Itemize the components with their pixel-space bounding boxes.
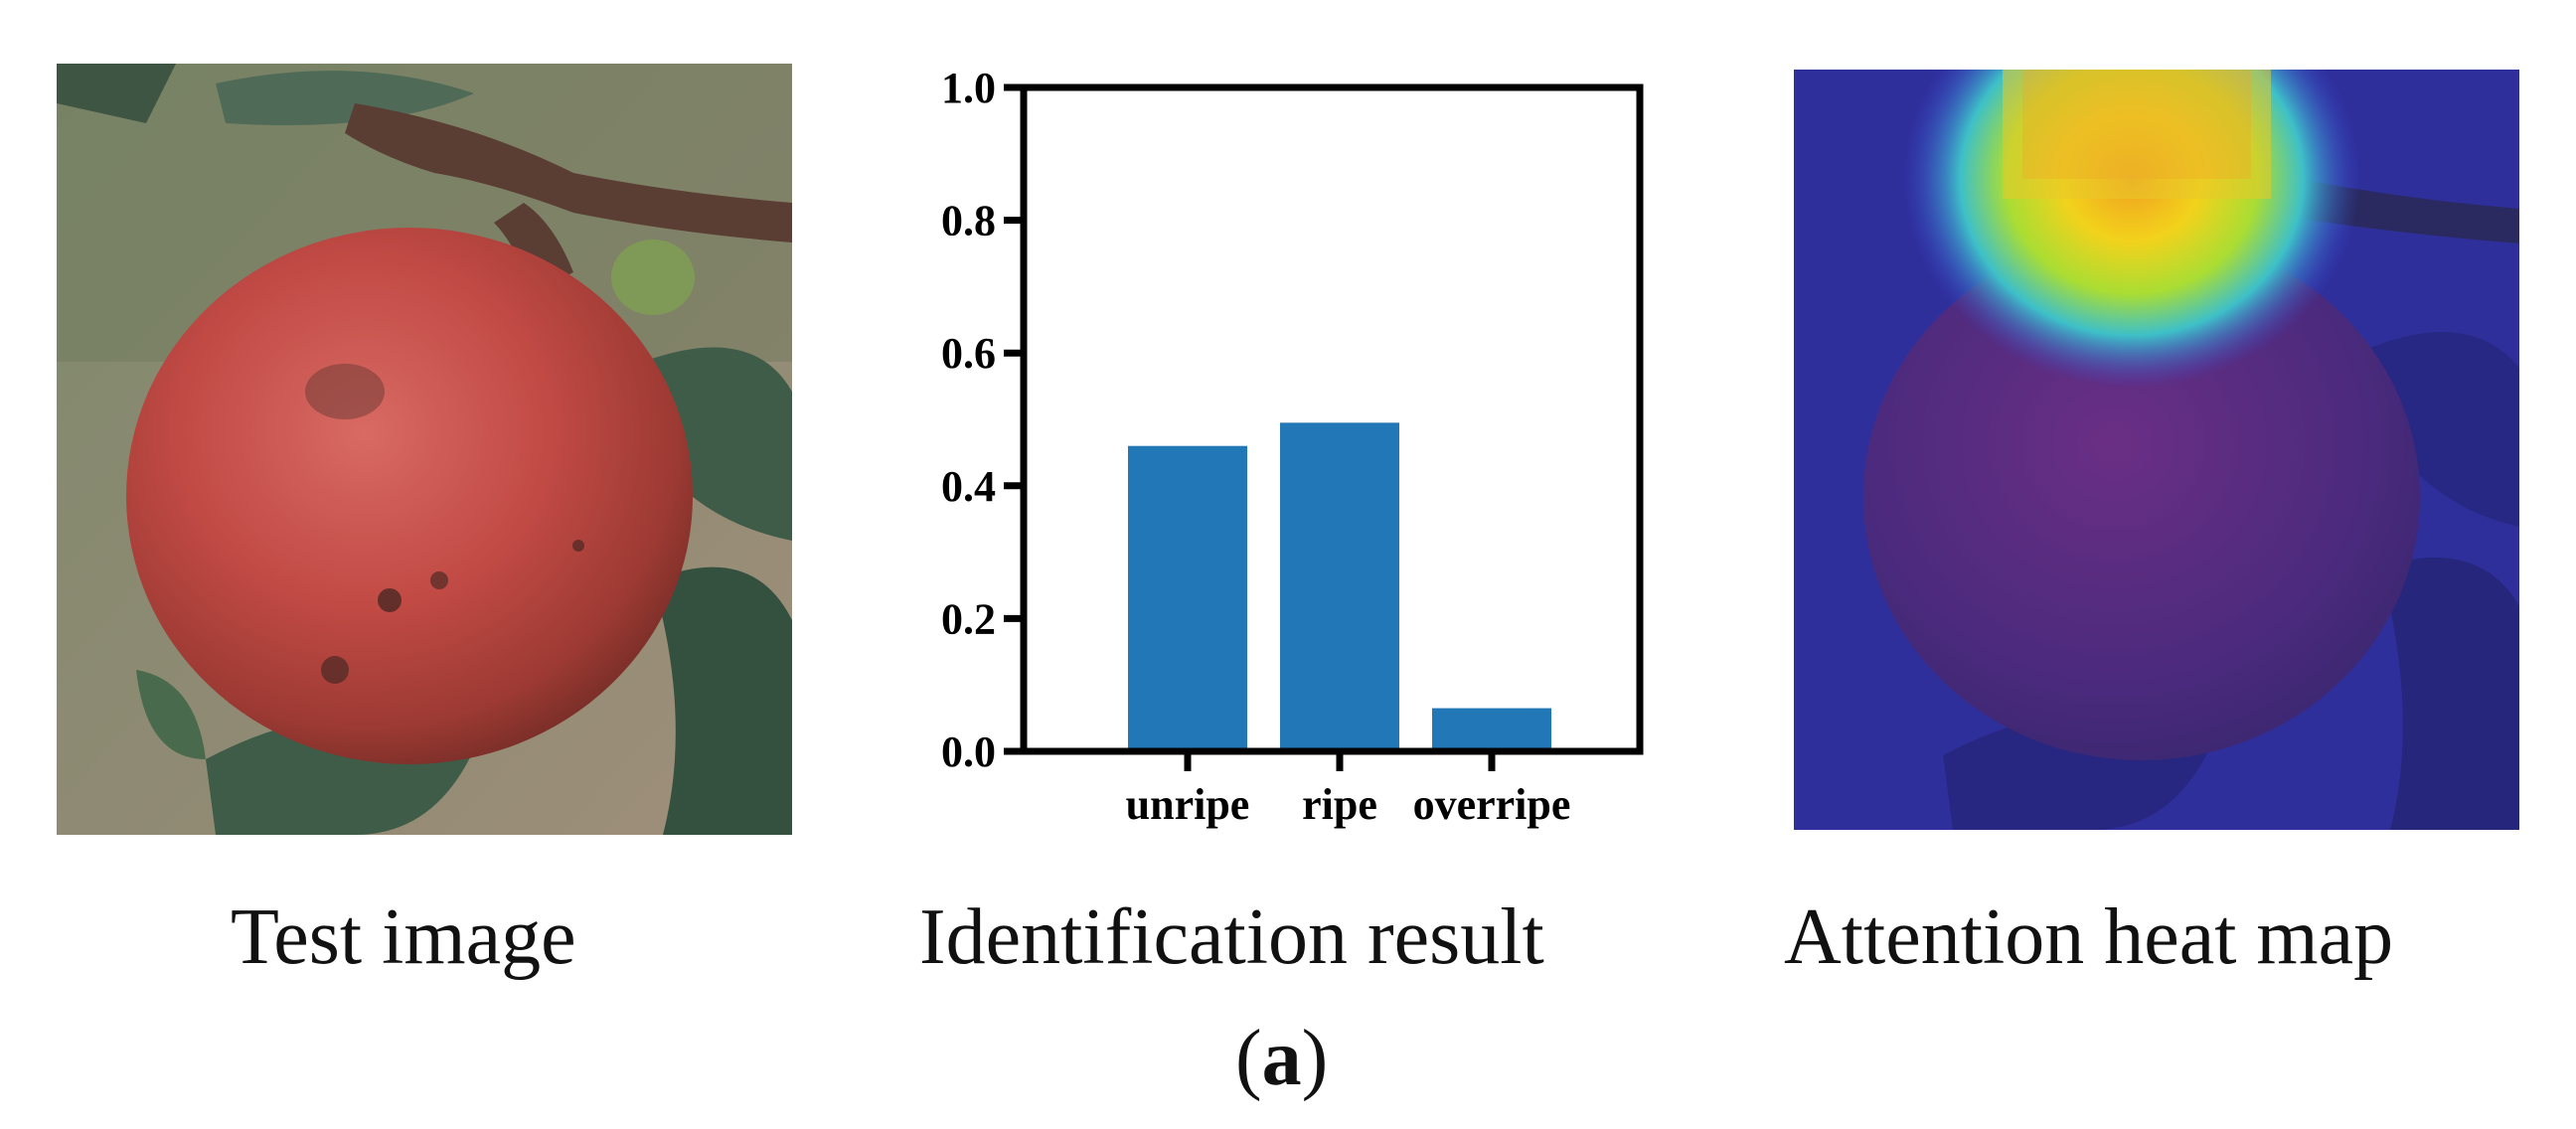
plot-frame: [1020, 83, 1644, 755]
bar-overripe: [1432, 708, 1551, 748]
bar-ripe: [1280, 422, 1399, 748]
y-tick-label: 0.0: [941, 727, 996, 776]
test-image-caption: Test image: [231, 893, 576, 981]
test-image: [57, 64, 792, 835]
y-tick-label: 0.8: [941, 197, 996, 245]
figure-sublabel: (a): [1235, 1015, 1329, 1102]
identification-result-caption: Identification result: [919, 893, 1544, 981]
figure-sublabel-letter: a: [1261, 1015, 1302, 1102]
bar-unripe: [1128, 445, 1247, 748]
y-tick-label: 0.6: [941, 329, 996, 378]
y-tick-label: 0.2: [941, 594, 996, 643]
y-tick-label: 0.4: [941, 462, 996, 511]
x-tick-label: overripe: [1413, 780, 1571, 829]
x-tick-label: unripe: [1126, 780, 1250, 829]
attention-heatmap: [1794, 70, 2519, 830]
identification-chart: 0.0 0.2 0.4 0.6 0.8 1.0 unripe ripe overripe: [941, 64, 1644, 829]
attention-heat-map-caption: Attention heat map: [1784, 893, 2394, 981]
x-tick-label: ripe: [1302, 780, 1377, 829]
y-tick-label: 1.0: [941, 64, 996, 112]
